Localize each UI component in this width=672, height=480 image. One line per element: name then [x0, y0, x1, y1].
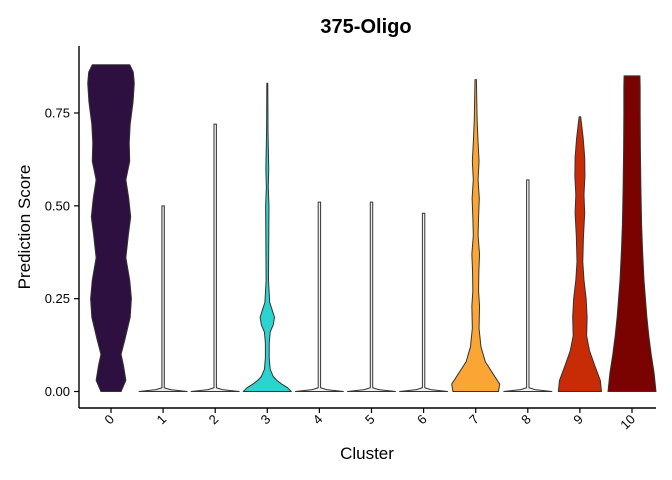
x-tick-label: 8 — [518, 412, 534, 428]
x-ticks: 0 1 2 3 4 5 6 7 8 9 10 — [101, 408, 638, 432]
x-tick-label: 5 — [362, 412, 378, 428]
violin-cluster-0 — [87, 64, 135, 392]
chart-title: 375-Oligo — [320, 16, 411, 38]
violin-cluster-9 — [557, 116, 602, 392]
violin-group — [87, 64, 657, 392]
x-tick-label: 3 — [258, 412, 274, 428]
y-tick-label: 0.75 — [45, 106, 70, 121]
x-tick-label: 9 — [570, 412, 586, 428]
y-axis-label: Prediction Score — [15, 165, 34, 290]
x-tick-label: 0 — [101, 412, 117, 428]
violin-cluster-10 — [607, 75, 657, 392]
violin-cluster-5 — [347, 201, 396, 392]
y-tick-label: 0.25 — [45, 291, 70, 306]
y-ticks: 0.00 0.25 0.50 0.75 — [45, 106, 79, 399]
violin-cluster-8 — [503, 179, 553, 392]
violin-cluster-3 — [242, 82, 292, 392]
violin-cluster-1 — [138, 205, 188, 392]
axes — [78, 46, 656, 409]
violin-cluster-6 — [399, 212, 449, 392]
x-tick-label: 6 — [414, 412, 430, 428]
y-tick-label: 0.00 — [45, 384, 70, 399]
violin-cluster-7 — [451, 79, 501, 392]
x-tick-label: 10 — [617, 412, 638, 433]
x-tick-label: 2 — [206, 412, 222, 428]
y-tick-label: 0.50 — [45, 198, 70, 213]
violin-cluster-2 — [190, 123, 240, 392]
x-axis-label: Cluster — [340, 444, 394, 463]
x-tick-label: 7 — [466, 412, 482, 428]
violin-cluster-4 — [294, 201, 344, 392]
x-tick-label: 1 — [153, 412, 169, 428]
x-tick-label: 4 — [310, 412, 326, 428]
